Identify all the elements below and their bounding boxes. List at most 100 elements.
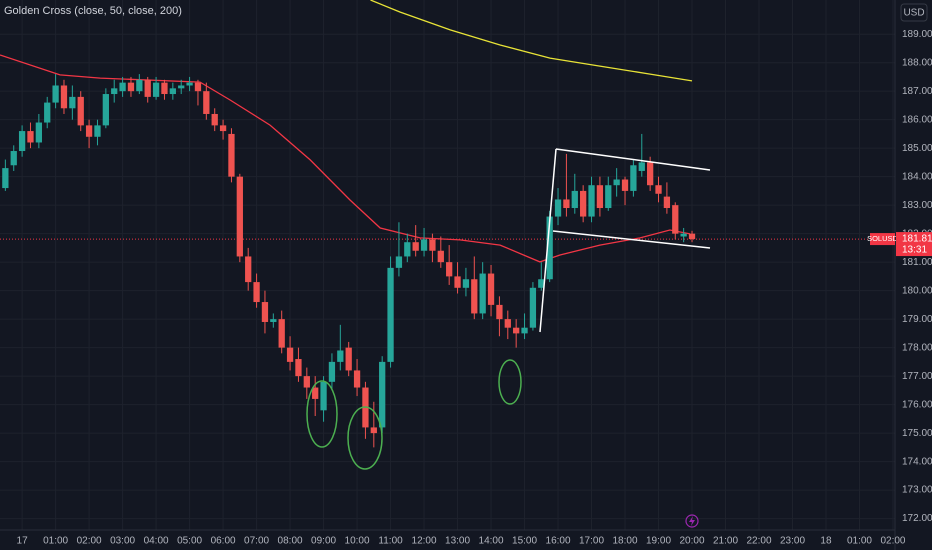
x-tick-label: 01:00 <box>43 536 68 547</box>
y-tick-label: 178.00 <box>902 342 932 353</box>
symbol-label: SOLUSD <box>867 234 898 243</box>
x-tick-label: 02:00 <box>880 536 905 547</box>
candle-body <box>245 256 252 283</box>
symbol-tag <box>870 233 895 246</box>
countdown-label: 13:31 <box>902 245 927 256</box>
candle-body <box>328 361 336 382</box>
x-tick-label: 17 <box>17 536 29 547</box>
trend-line[interactable] <box>555 148 711 171</box>
candle-body <box>621 179 629 191</box>
candle-body <box>588 185 595 217</box>
y-tick-label: 183.00 <box>902 200 932 211</box>
y-tick-label: 181.00 <box>902 257 932 268</box>
candle-body <box>211 113 218 126</box>
candle-body <box>387 267 394 362</box>
candle-body <box>563 199 570 209</box>
candle-body <box>44 102 51 123</box>
candle-body <box>529 287 537 328</box>
currency-button[interactable] <box>900 3 928 22</box>
candle-body <box>554 199 562 217</box>
candle-body <box>236 176 243 257</box>
replay-icon[interactable] <box>685 514 699 528</box>
candle-body <box>655 185 662 194</box>
x-tick-label: 22:00 <box>746 536 771 547</box>
candle-body <box>487 273 495 305</box>
y-tick-label: 173.00 <box>902 485 932 496</box>
y-tick-label: 187.00 <box>902 86 932 97</box>
drawings <box>306 148 711 470</box>
moving-average-line <box>370 0 693 82</box>
candle-body <box>630 165 637 191</box>
candle-body <box>379 361 386 428</box>
candle-body <box>513 327 520 334</box>
candle-body <box>85 125 93 137</box>
candle-body <box>228 133 235 177</box>
candle-body <box>69 96 76 109</box>
candle-body <box>169 88 176 95</box>
candle-body <box>521 327 528 334</box>
indicator-title: Golden Cross (close, 50, close, 200) <box>4 5 182 17</box>
y-tick-label: 172.00 <box>902 513 932 524</box>
candle-body <box>261 302 269 322</box>
trend-line[interactable] <box>552 230 711 249</box>
candle-body <box>2 168 9 189</box>
x-tick-label: 04:00 <box>144 536 169 547</box>
y-tick-label: 175.00 <box>902 428 932 439</box>
candle-body <box>312 387 319 399</box>
currency-label[interactable]: USD <box>903 8 924 19</box>
circle-drawing[interactable] <box>306 380 338 448</box>
candle-body <box>395 256 403 268</box>
y-tick-label: 185.00 <box>902 143 932 154</box>
x-tick-label: 10:00 <box>345 536 370 547</box>
candle-body <box>152 82 160 97</box>
axes: 189.00 188.00 187.00 186.00 185.00 184.00 183.… <box>17 29 932 547</box>
y-tick-label: 189.00 <box>902 29 932 40</box>
candle-body <box>337 350 344 362</box>
candle-body <box>144 79 151 97</box>
candle-body <box>479 273 486 314</box>
x-tick-label: 06:00 <box>211 536 236 547</box>
moving-average-line <box>0 54 691 263</box>
candle-body <box>295 359 302 377</box>
candle-body <box>278 319 285 348</box>
candle-body <box>353 370 361 388</box>
circle-drawing[interactable] <box>498 359 522 405</box>
x-tick-label: 15:00 <box>512 536 537 547</box>
candle-body <box>538 279 545 288</box>
candle-body <box>420 239 428 251</box>
candle-body <box>286 347 294 362</box>
candle-body <box>454 276 461 288</box>
candle-body <box>111 88 118 95</box>
x-tick-label: 13:00 <box>445 536 470 547</box>
y-tick-label: 177.00 <box>902 371 932 382</box>
candle-body <box>94 125 101 137</box>
x-tick-label: 09:00 <box>311 536 336 547</box>
x-tick-label: 08:00 <box>278 536 303 547</box>
candle-body <box>320 381 327 411</box>
trend-line[interactable] <box>539 148 557 333</box>
candle-body <box>303 376 310 388</box>
x-tick-label: 20:00 <box>680 536 705 547</box>
y-tick-label: 188.00 <box>902 57 932 68</box>
candle-body <box>35 122 42 143</box>
candle-body <box>571 190 578 209</box>
x-tick-label: 21:00 <box>713 536 738 547</box>
y-tick-label: 176.00 <box>902 399 932 410</box>
x-tick-label: 23:00 <box>780 536 805 547</box>
y-tick-label: 186.00 <box>902 114 932 125</box>
candle-body <box>647 162 654 186</box>
x-tick-label: 07:00 <box>244 536 269 547</box>
candle-body <box>580 190 587 217</box>
candle-body <box>186 82 193 86</box>
candle-body <box>203 91 210 114</box>
candle-body <box>663 196 671 209</box>
x-tick-label: 18:00 <box>613 536 638 547</box>
circle-drawing[interactable] <box>347 406 383 470</box>
candle-body <box>52 85 59 103</box>
candle-body <box>18 131 26 152</box>
candle-body <box>404 242 411 257</box>
x-tick-label: 12:00 <box>412 536 437 547</box>
last-price-label: 181.81 <box>902 234 932 245</box>
candle-body <box>102 94 109 126</box>
